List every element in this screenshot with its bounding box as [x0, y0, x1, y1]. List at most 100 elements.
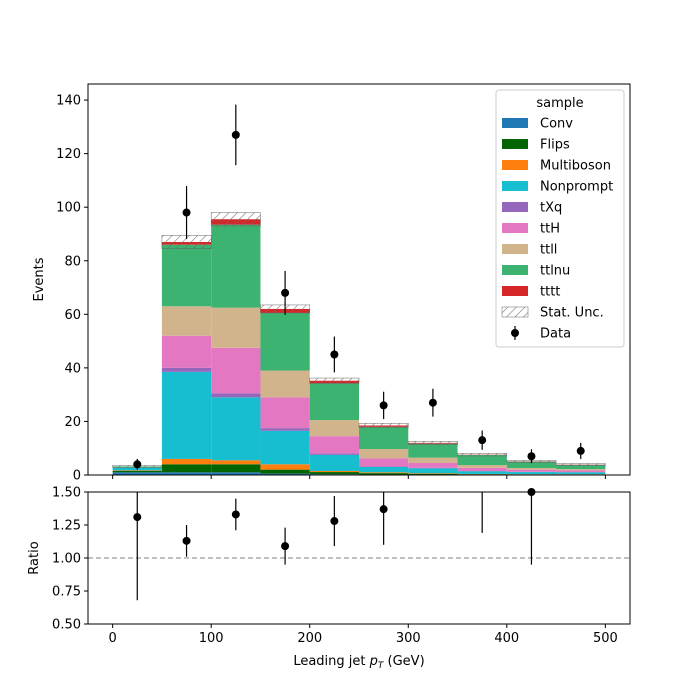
ratio-point-3 [281, 542, 290, 551]
main-y-axis-label: Events [32, 257, 47, 301]
x-axis-label-unit: (GeV) [383, 654, 424, 669]
ratio-y-tick-label-0: 0.50 [52, 618, 81, 633]
legend-label-stat-unc-: Stat. Unc. [540, 306, 604, 321]
ratio-axis-ticks: 0 100 200 300 400 500 0.50 0.75 1.00 1.25 1.50 [52, 486, 618, 647]
legend-label-conv: Conv [540, 117, 573, 132]
bar-multiboson-bin-0 [112, 470, 162, 471]
data-point-9 [576, 446, 585, 455]
legend: sample Conv Flips Multiboson Nonprompt tXq tt… [495, 89, 625, 348]
ratio-y-tick-label-2: 1.00 [52, 552, 81, 567]
legend-entries: Conv Flips Multiboson Nonprompt tXq ttH ttll tt… [501, 117, 613, 342]
bar-ttlnu-bin-4 [309, 383, 359, 421]
bar-txq-bin-1 [161, 367, 212, 372]
ratio-y-tick-label-1: 0.75 [52, 585, 81, 600]
ratio-x-tick-label-0: 0 [108, 631, 116, 646]
main-y-tick-label-7: 140 [56, 94, 81, 109]
bar-multiboson-bin-4 [309, 470, 359, 473]
ratio-points [133, 488, 536, 601]
bar-multiboson-bin-3 [260, 464, 310, 470]
bar-multiboson-bin-1 [161, 458, 212, 465]
bar-nonprompt-bin-2 [211, 397, 261, 461]
legend-box [495, 89, 625, 348]
bar-ttll-bin-2 [211, 307, 261, 348]
x-axis-label-sub: T [378, 661, 385, 671]
legend-swatch-ttlnu [502, 265, 528, 275]
ratio-panel: 0 100 200 300 400 500 0.50 0.75 1.00 1.25 1.50 Rat… [27, 486, 631, 671]
data-point-4 [330, 350, 339, 359]
bar-conv-bin-2 [211, 472, 261, 475]
legend-label-data: Data [540, 327, 571, 342]
legend-swatch-tttt [502, 286, 528, 296]
bar-nonprompt-bin-3 [260, 430, 310, 465]
data-point-3 [281, 288, 290, 297]
main-y-tick-label-0: 0 [73, 469, 81, 484]
legend-label-flips: Flips [540, 138, 570, 153]
legend-swatch-txq [502, 202, 528, 212]
bar-ttll-bin-6 [408, 457, 458, 463]
bar-tth-bin-1 [161, 335, 212, 368]
main-plot-frame [87, 83, 631, 476]
main-y-tick-label-2: 40 [64, 361, 81, 376]
x-axis-label: Leading jet pT (GeV) [293, 654, 424, 671]
data-point-0 [133, 460, 142, 469]
ratio-x-tick-label-4: 400 [494, 631, 519, 646]
bar-tth-bin-6 [408, 462, 458, 468]
ratio-x-tick-label-5: 500 [593, 631, 618, 646]
legend-title: sample [536, 96, 583, 111]
legend-swatch-nonprompt [502, 181, 528, 191]
main-y-tick-label-1: 20 [64, 415, 81, 430]
stacked-histogram [112, 219, 606, 475]
data-points [133, 104, 585, 470]
legend-label-multiboson: Multiboson [540, 159, 611, 174]
bar-ttll-bin-5 [359, 449, 409, 459]
bar-txq-bin-4 [309, 453, 359, 455]
bar-ttlnu-bin-6 [408, 443, 458, 458]
data-point-1 [182, 208, 191, 217]
data-point-2 [231, 130, 240, 139]
x-axis-label-main: Leading jet [293, 654, 369, 669]
legend-label-tttt: tttt [540, 285, 560, 300]
legend-swatch-conv [502, 118, 528, 128]
bar-tth-bin-5 [359, 458, 409, 467]
bar-multiboson-bin-5 [359, 472, 409, 474]
bar-flips-bin-0 [112, 470, 162, 473]
bar-tth-bin-3 [260, 397, 310, 429]
bar-nonprompt-bin-1 [161, 371, 212, 459]
bar-ttll-bin-1 [161, 306, 212, 336]
bar-ttlnu-bin-5 [359, 426, 409, 450]
bar-tth-bin-2 [211, 347, 261, 394]
stat-unc-bin-2 [210, 212, 261, 227]
stat-unc-bin-7 [457, 453, 508, 457]
bar-txq-bin-3 [260, 428, 310, 431]
x-axis-label-p: p [369, 654, 378, 669]
legend-swatch-tth [502, 223, 528, 233]
bar-flips-bin-5 [359, 473, 409, 475]
main-y-tick-label-5: 100 [56, 201, 81, 216]
ratio-point-2 [231, 510, 240, 519]
main-axis-ticks: 0 20 40 60 80 100 120 140 [56, 94, 606, 484]
bar-flips-bin-6 [408, 473, 458, 475]
main-y-tick-label-4: 80 [64, 254, 81, 269]
main-panel: 0 20 40 60 80 100 120 140 Events sample Conv Fli… [32, 83, 631, 484]
ratio-point-5 [379, 505, 388, 514]
bar-ttll-bin-8 [506, 468, 557, 470]
legend-swatch-multiboson [502, 160, 528, 170]
bar-tth-bin-8 [506, 469, 557, 472]
stat-unc-bin-5 [358, 423, 409, 428]
bar-ttlnu-bin-7 [457, 454, 507, 466]
bar-txq-bin-2 [211, 393, 261, 398]
legend-swatch-ttll [502, 244, 528, 254]
bar-conv-bin-0 [112, 472, 162, 475]
bar-nonprompt-bin-4 [309, 454, 359, 471]
main-y-tick-label-6: 120 [56, 147, 81, 162]
bar-flips-bin-2 [211, 464, 261, 473]
bar-multiboson-bin-6 [408, 473, 458, 474]
bar-ttlnu-bin-2 [211, 224, 261, 308]
data-point-5 [379, 401, 388, 410]
ratio-point-4 [330, 517, 339, 526]
bar-nonprompt-bin-5 [359, 466, 409, 473]
bar-ttll-bin-4 [309, 420, 359, 437]
bar-nonprompt-bin-9 [556, 472, 606, 475]
main-y-tick-label-3: 60 [64, 308, 81, 323]
